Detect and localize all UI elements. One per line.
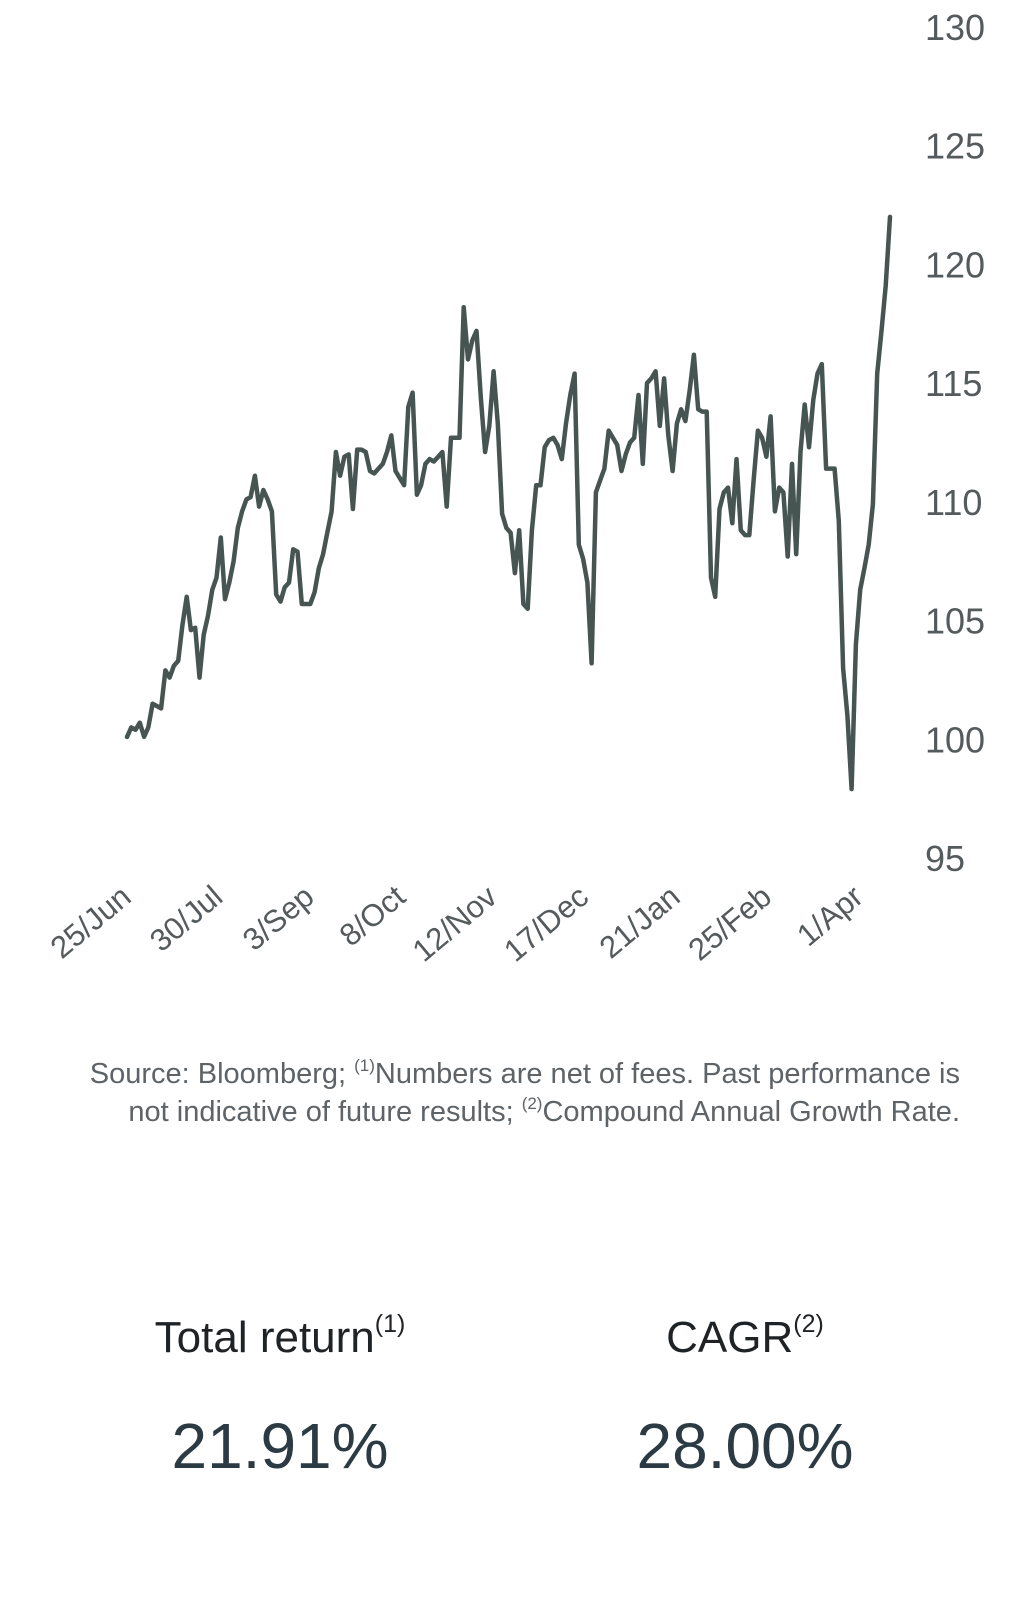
source-prefix: Source: Bloomberg; bbox=[89, 1058, 355, 1090]
y-tick-label: 100 bbox=[925, 719, 985, 760]
stat-cagr: CAGR(2) 28.00% bbox=[535, 1308, 955, 1486]
stat-label-text: Total return bbox=[154, 1313, 375, 1362]
stat-value: 21.91% bbox=[171, 1410, 389, 1482]
y-tick-label: 110 bbox=[925, 482, 982, 523]
x-tick-label: 3/Sep bbox=[236, 879, 321, 958]
stat-footnote-marker: (2) bbox=[793, 1310, 824, 1338]
stat-label-text: CAGR bbox=[666, 1313, 794, 1362]
x-tick-label: 25/Jun bbox=[44, 879, 138, 966]
source-note: Source: Bloomberg; (1)Numbers are net of… bbox=[60, 1055, 960, 1131]
y-tick-label: 95 bbox=[925, 838, 965, 879]
y-axis: 95 100 105 110 115 120 125 130 bbox=[925, 7, 985, 879]
x-tick-label: 21/Jan bbox=[593, 879, 687, 966]
x-axis: 25/Jun 30/Jul 3/Sep 8/Oct12/Nov17/Dec21/Jan… bbox=[44, 878, 870, 968]
y-tick-label: 115 bbox=[925, 363, 982, 404]
x-tick-label: 25/Feb bbox=[682, 879, 778, 968]
source-suffix: Compound Annual Growth Rate. bbox=[542, 1096, 960, 1128]
x-tick-label: 1/Apr bbox=[790, 879, 869, 953]
performance-chart: 95 100 105 110 115 120 125 130 25/Jun 30/Jul 3/Se… bbox=[44, 7, 985, 969]
y-tick-label: 125 bbox=[925, 126, 985, 167]
x-tick-label: 30/Jul bbox=[143, 879, 229, 959]
x-tick-label: 17/Dec bbox=[497, 879, 595, 969]
source-middle: Numbers are net of fees. Past performanc… bbox=[128, 1058, 960, 1128]
stat-label: Total return(1) bbox=[70, 1308, 490, 1368]
series-line bbox=[124, 214, 893, 792]
y-tick-label: 105 bbox=[925, 601, 985, 642]
stat-footnote-marker: (1) bbox=[374, 1310, 406, 1338]
footnote-marker-2: (2) bbox=[521, 1094, 543, 1113]
footnote-marker-1: (1) bbox=[354, 1056, 375, 1075]
x-tick-label: 12/Nov bbox=[406, 878, 504, 968]
stat-label: CAGR(2) bbox=[535, 1308, 955, 1368]
stat-total-return: Total return(1) 21.91% bbox=[70, 1308, 490, 1486]
stat-value: 28.00% bbox=[636, 1410, 854, 1482]
x-tick-label: 8/Oct bbox=[333, 878, 413, 953]
y-tick-label: 130 bbox=[925, 7, 985, 48]
y-tick-label: 120 bbox=[925, 244, 985, 285]
